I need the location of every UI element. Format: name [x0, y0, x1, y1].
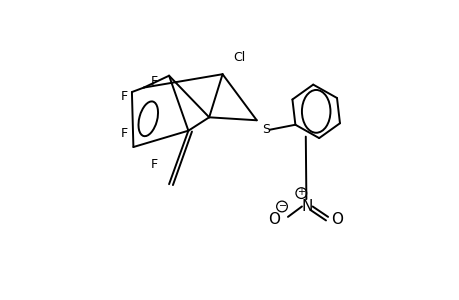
- Text: F: F: [121, 127, 128, 140]
- Text: F: F: [150, 75, 157, 88]
- Text: O: O: [330, 212, 342, 227]
- Text: −: −: [278, 201, 286, 211]
- Text: F: F: [150, 158, 157, 171]
- Text: +: +: [297, 187, 305, 197]
- Text: F: F: [121, 90, 128, 103]
- Text: S: S: [261, 123, 269, 136]
- Text: O: O: [268, 212, 280, 227]
- Text: Cl: Cl: [232, 51, 245, 64]
- Text: N: N: [301, 199, 312, 214]
